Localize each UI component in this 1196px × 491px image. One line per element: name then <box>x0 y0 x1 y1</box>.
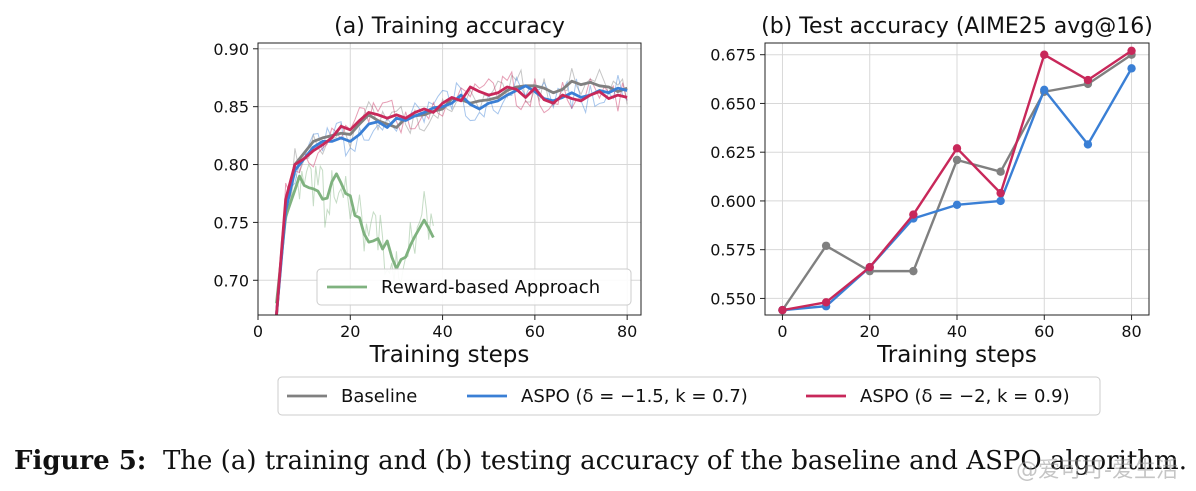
x-tick-label: 60 <box>525 322 545 341</box>
y-tick-label: 0.675 <box>710 46 756 65</box>
caption-label: Figure 5: <box>14 446 147 476</box>
data-point <box>1083 140 1093 149</box>
figure: 0 20 40 60 80 0.70 0.75 0.80 0.85 0.90 (a) Trainin… <box>213 14 1153 416</box>
y-tick-label: 0.575 <box>710 241 756 260</box>
watermark: @爱可可-爱生活 <box>1016 458 1178 483</box>
data-point <box>1127 64 1136 73</box>
y-tick-label: 0.85 <box>213 98 249 117</box>
legend-label: Reward-based Approach <box>381 277 600 298</box>
chart-panel-a: 0 20 40 60 80 0.70 0.75 0.80 0.85 0.90 (a) Trainin… <box>213 14 642 368</box>
data-point <box>996 188 1005 198</box>
y-tick-label: 0.90 <box>213 40 249 59</box>
data-point <box>821 241 831 250</box>
y-tick-label: 0.650 <box>710 94 756 113</box>
x-axis-label: Training steps <box>369 342 530 368</box>
shared-legend: Baseline ASPO (δ = −1.5, k = 0.7) ASPO (δ … <box>277 376 1101 416</box>
data-point <box>1040 50 1049 59</box>
series-raw-line <box>277 163 434 315</box>
chart-title: (b) Test accuracy (AIME25 avg@16) <box>761 14 1153 39</box>
legend-label: ASPO (δ = −1.5, k = 0.7) <box>521 386 748 407</box>
legend-label: ASPO (δ = −2, k = 0.9) <box>860 386 1070 407</box>
legend-box <box>316 268 632 306</box>
data-point <box>1040 85 1049 94</box>
series-line <box>275 172 435 304</box>
caption-text: The (a) training and (b) testing accurac… <box>162 446 1187 476</box>
y-tick-label: 0.70 <box>213 271 249 290</box>
x-tick-label: 80 <box>617 322 637 341</box>
data-point <box>865 263 874 272</box>
data-point <box>909 210 918 219</box>
x-tick-label: 80 <box>1121 322 1141 341</box>
y-tick-label: 0.600 <box>710 192 756 211</box>
y-tick-label: 0.80 <box>213 156 249 175</box>
plot-frame <box>257 42 642 316</box>
series-raw-line <box>276 75 628 315</box>
data-point <box>1127 46 1136 55</box>
x-tick-label: 0 <box>777 322 787 341</box>
data-point <box>778 305 787 315</box>
x-tick-label: 20 <box>340 322 360 341</box>
series-line <box>275 84 628 315</box>
data-point <box>996 167 1005 176</box>
y-tick-label: 0.625 <box>710 143 756 162</box>
chart-title: (a) Training accuracy <box>334 14 565 39</box>
x-tick-label: 40 <box>432 322 452 341</box>
figure-caption: Figure 5: The (a) training and (b) testi… <box>14 446 1187 476</box>
legend-panel-a: Reward-based Approach <box>316 268 632 306</box>
legend-label: Baseline <box>341 386 417 407</box>
x-tick-label: 60 <box>1034 322 1054 341</box>
data-point <box>952 155 962 165</box>
x-tick-label: 20 <box>860 322 880 341</box>
data-point <box>909 266 918 276</box>
data-point <box>952 144 962 153</box>
y-tick-label: 0.75 <box>213 213 249 232</box>
data-point <box>821 298 831 307</box>
data-point <box>1083 75 1093 85</box>
y-tick-label: 0.550 <box>710 289 756 308</box>
legend-box <box>277 376 1101 416</box>
x-tick-label: 0 <box>253 322 263 341</box>
data-point <box>996 196 1005 206</box>
series-group <box>275 68 628 315</box>
data-point <box>952 200 962 210</box>
chart-panel-b: 0 20 40 60 80 0.550 0.575 0.600 0.625 0.650 0.675 (… <box>710 14 1153 368</box>
series-line <box>275 85 628 315</box>
series-group <box>778 46 1136 315</box>
x-tick-label: 40 <box>947 322 967 341</box>
x-axis-label: Training steps <box>876 342 1037 368</box>
